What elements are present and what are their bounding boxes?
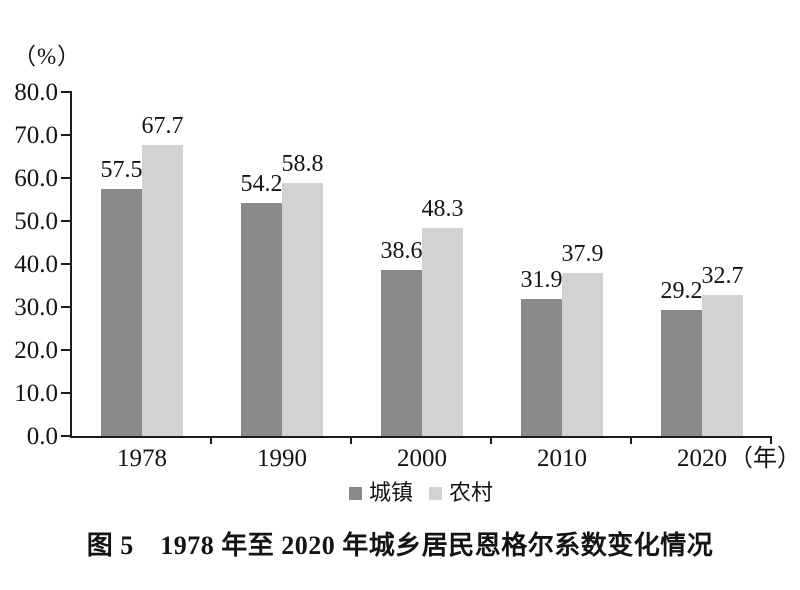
bar-rural <box>562 273 603 436</box>
bar-urban <box>661 310 702 436</box>
y-tick-mark <box>61 392 72 394</box>
figure-caption: 图 5 1978 年至 2020 年城乡居民恩格尔系数变化情况 <box>86 531 714 560</box>
legend-item-urban: 城镇 <box>348 480 413 505</box>
y-tick-label: 50.0 <box>14 208 58 235</box>
y-tick-mark <box>61 220 72 222</box>
x-tick-label: 1990 <box>257 445 307 472</box>
legend-item-rural: 农村 <box>429 482 493 504</box>
bar-rural <box>282 183 323 436</box>
bar-urban <box>241 202 282 436</box>
legend-swatch-rural <box>429 486 442 500</box>
bar-value-label: 31.9 <box>520 266 563 293</box>
bar-rural <box>142 144 183 436</box>
y-tick-mark <box>61 306 72 308</box>
x-tick-label: 2000 <box>397 445 447 472</box>
x-tick-mark <box>630 436 632 444</box>
bar-rural <box>422 228 463 436</box>
x-tick-label: 1978 <box>117 445 167 472</box>
plot-area: 80.0 70.0 60.0 50.0 40.0 30.0 20.0 10.0 0.0 57.5 6… <box>14 80 800 471</box>
y-tick-mark <box>61 263 72 265</box>
bar-value-label: 67.7 <box>141 112 184 139</box>
bar-value-label: 57.5 <box>100 156 143 183</box>
bar-value-label: 29.2 <box>660 278 703 305</box>
y-tick-mark <box>61 349 72 351</box>
bar-value-label: 54.2 <box>240 170 283 197</box>
y-tick-label: 30.0 <box>14 294 58 321</box>
y-tick-label: 20.0 <box>14 337 58 364</box>
x-tick-mark <box>770 436 772 444</box>
y-tick-label: 60.0 <box>14 165 58 192</box>
y-tick-mark <box>61 435 72 437</box>
bar-value-label: 38.6 <box>380 238 423 265</box>
bar-rural <box>702 295 743 436</box>
bar-urban <box>521 298 562 436</box>
legend: 城镇 农村 <box>70 482 772 504</box>
y-axis-unit-label: （%） <box>13 44 82 69</box>
legend-label-urban: 城镇 <box>368 480 413 505</box>
x-tick-mark <box>210 436 212 444</box>
y-tick-mark <box>61 91 72 93</box>
bar-value-label: 32.7 <box>701 263 744 290</box>
y-tick-label: 10.0 <box>14 380 58 407</box>
y-tick-label: 80.0 <box>14 79 58 106</box>
y-tick-label: 0.0 <box>26 423 58 450</box>
y-tick-label: 40.0 <box>14 251 58 278</box>
legend-swatch-urban <box>348 486 362 500</box>
bar-value-label: 48.3 <box>421 196 464 223</box>
bar-value-label: 37.9 <box>561 241 604 268</box>
bar-value-label: 58.8 <box>281 151 324 178</box>
bar-urban <box>381 270 422 436</box>
legend-label-rural: 农村 <box>449 480 494 505</box>
x-axis-unit-label: （年） <box>729 446 800 472</box>
x-tick-mark <box>350 436 352 444</box>
bar-urban <box>101 188 142 436</box>
x-tick-label: 2010 <box>537 445 587 472</box>
y-tick-label: 70.0 <box>14 122 58 149</box>
y-tick-mark <box>61 134 72 136</box>
x-tick-mark <box>490 436 492 444</box>
y-tick-mark <box>61 177 72 179</box>
x-tick-label: 2020 <box>677 445 727 472</box>
